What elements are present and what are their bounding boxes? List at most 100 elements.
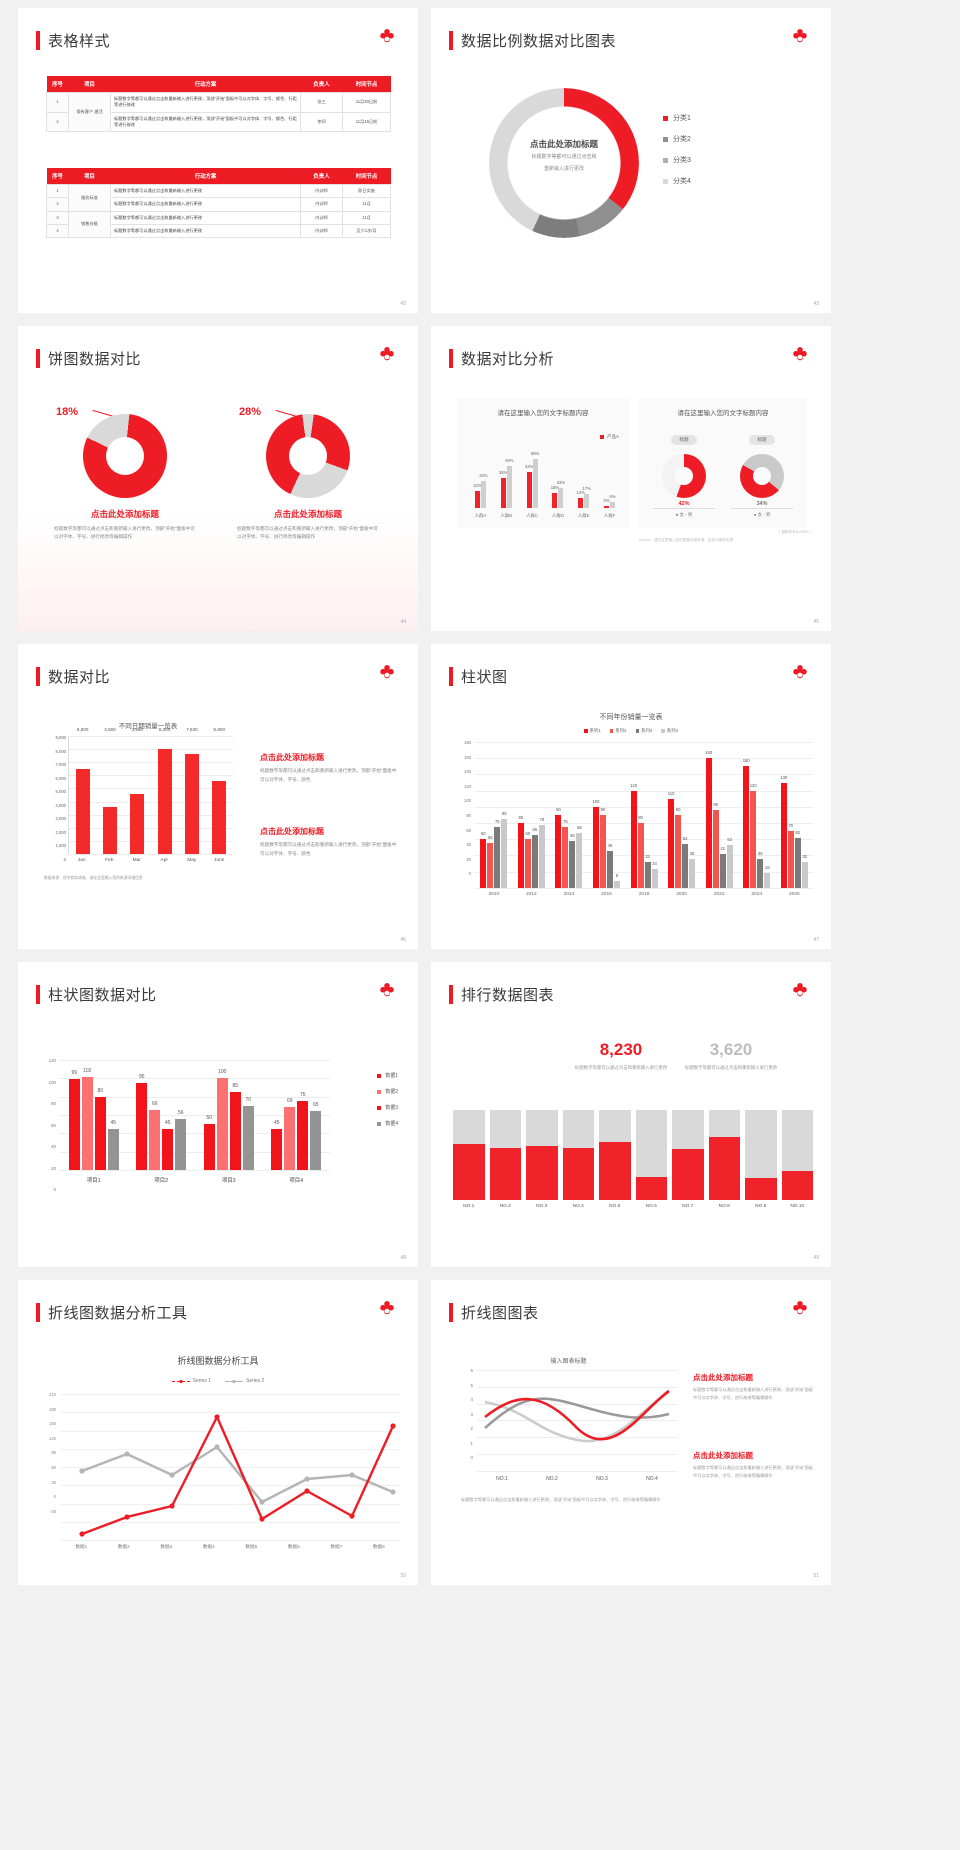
table-row[interactable]: 3 销售技能 标题数字等都可以通过点击和重新输入进行更改 内训师 11月 <box>46 210 391 239</box>
bar-group[interactable]: 120 80 32 24 <box>625 742 663 888</box>
slide-data-compare[interactable]: 数据对比 不同日期销量一览表 9,000 8,000 7,000 6,000 5… <box>18 644 418 949</box>
rank-column[interactable] <box>599 1110 631 1200</box>
slide-line-analysis-tool[interactable]: 折线图数据分析工具 折线图数据分析工具 Series 1 Series 2 21… <box>18 1280 418 1585</box>
rank-column[interactable] <box>781 1110 813 1200</box>
rank-column[interactable] <box>708 1110 740 1200</box>
legend-item[interactable]: 系列4 <box>661 728 678 734</box>
text-block-1[interactable]: 点击此处添加标题 标题数字等都可以通过点击和重新输入进行更改，顶部“开始”面板中… <box>260 752 400 784</box>
bar-group[interactable]: 12% 17% <box>572 436 595 508</box>
bar-group[interactable]: 130 70 62 32 <box>776 742 814 888</box>
legend-item[interactable]: 数据3 <box>377 1104 398 1111</box>
action-table-2[interactable]: 序号 项目 行动方案 负责人 时间节点 1 服务标准 标题数字等都可以通过点击和… <box>46 168 391 239</box>
slide-line-chart[interactable]: 折线图图表 输入图表标题 6 5 4 3 2 1 0 NO.1 NO.2 NO.… <box>431 1280 831 1585</box>
mini-donut-1[interactable] <box>662 454 706 498</box>
y-axis-51: 6 5 4 3 2 1 0 <box>457 1368 473 1470</box>
rank-column[interactable] <box>453 1110 485 1200</box>
slide-ranking-chart[interactable]: 排行数据图表 8,230 标题数字等都可以通过点击和重新输入进行更改 3,620… <box>431 962 831 1267</box>
pie-ring-left[interactable] <box>83 414 167 498</box>
legend-item[interactable]: 系列2 <box>609 728 627 734</box>
rank-column[interactable] <box>526 1110 558 1200</box>
slide-column-compare[interactable]: 柱状图数据对比 120 100 80 60 40 20 0 99 102 80 45 … <box>18 962 418 1267</box>
mini-chart-2[interactable]: 标题 34% <box>731 428 793 507</box>
pie-ring-right[interactable] <box>266 414 350 498</box>
mini-donut-2[interactable] <box>740 454 784 498</box>
bar-group[interactable]: 95 66 45 56 <box>128 1060 196 1170</box>
bar-chart-48[interactable]: 99 102 80 45 95 66 45 56 50 100 85 70 45 69 75 65 <box>60 1060 330 1170</box>
cell-time: 即日实施 <box>342 183 391 199</box>
bar-a: 2% <box>604 498 610 508</box>
rank-column[interactable] <box>745 1110 777 1200</box>
bar-value: 70 <box>788 823 794 829</box>
legend-item[interactable]: 系列1 <box>584 728 601 734</box>
slide-column-chart[interactable]: 柱状图 不同年份销量一览表 系列1 系列2 系列3 系列4 180 160 14… <box>431 644 831 949</box>
action-table-1[interactable]: 序号 项目 行动方案 负责人 时间节点 1 保有客户 激活 标题数字等都可以通过… <box>46 76 391 133</box>
stat-block-1[interactable]: 8,230 标题数字等都可以通过点击和重新输入进行更改 <box>571 1040 671 1072</box>
donut-chart[interactable] <box>489 88 639 238</box>
bar-group[interactable]: 2% 6% <box>598 436 621 508</box>
rank-column[interactable] <box>562 1110 594 1200</box>
bar-group[interactable]: 36% 49% <box>495 436 518 508</box>
slide-donut-proportion[interactable]: 数据比例数据对比图表 点击此处添加标题 标题数字等都可以通过点击和 重新输入进行… <box>431 8 831 313</box>
table-row[interactable]: 1 保有客户 激活 标题数字等都可以通过点击和重新输入进行更改，顶部“开始”面板… <box>46 91 391 133</box>
bar-item[interactable]: 7,630 <box>178 727 205 854</box>
bar-group[interactable]: 42% 56% <box>521 436 544 508</box>
analysis-card-left[interactable]: 请在这里输入您的文字标题内容 产品A 22% 33% 36% 49% 42% 56% … <box>457 398 629 528</box>
analysis-card-right[interactable]: 请在这里输入您的文字标题内容 标题 42% 标题 34% ● 女 - 男 ● 女… <box>639 398 807 528</box>
bar-chart-47[interactable]: 60 55 75 85 80 60 65 78 90 75 58 68 100 90 46 9 120 8… <box>475 742 813 888</box>
bar-item[interactable]: 8,000 <box>151 727 178 854</box>
bar-group[interactable]: 50 100 85 70 <box>195 1060 263 1170</box>
bar-a: 36% <box>499 470 507 508</box>
text-block-2[interactable]: 点击此处添加标题 标题数字等都可以通过点击和重新输入进行更改，顶部“开始”面板中… <box>693 1450 815 1480</box>
slide-pie-compare[interactable]: 饼图数据对比 18% 点击此处添加标题 标题数字等都可以通过点击和重新输入进行更… <box>18 326 418 631</box>
legend-item[interactable]: 分类1 <box>663 113 691 123</box>
y-tick: 180 <box>49 1406 56 1412</box>
line-chart-50[interactable] <box>60 1394 400 1540</box>
x-tick: May <box>187 858 197 863</box>
stat-block-2[interactable]: 3,620 标题数字等都可以通过点击和重新输入进行更改 <box>681 1040 781 1072</box>
legend-item[interactable]: Series 1 <box>171 1378 211 1384</box>
bar-group[interactable]: 99 102 80 45 <box>60 1060 128 1170</box>
mini-chart-1[interactable]: 标题 42% <box>653 428 715 507</box>
bar-group[interactable]: 80 60 65 78 <box>513 742 551 888</box>
pie-block-left[interactable]: 18% 点击此处添加标题 标题数字等都可以通过点击和重新输入进行更改，顶部“开始… <box>40 406 210 542</box>
slide-grid: 表格样式 序号 项目 行动方案 负责人 时间节点 1 保有客户 激活 标题数字等… <box>18 8 831 1585</box>
legend-item[interactable]: 系列3 <box>635 728 652 734</box>
line-chart-51[interactable] <box>477 1370 677 1471</box>
bar-item[interactable]: 5,600 <box>206 727 233 854</box>
bar-group[interactable]: 18% 23% <box>546 436 569 508</box>
bar-item[interactable]: 4,560 <box>124 727 151 854</box>
text-block-2[interactable]: 点击此处添加标题 标题数字等都可以通过点击和重新输入进行更改，顶部“开始”面板中… <box>260 826 400 858</box>
rank-column[interactable] <box>489 1110 521 1200</box>
bar-group[interactable]: 150 120 36 18 <box>738 742 776 888</box>
rank-column[interactable] <box>672 1110 704 1200</box>
pie-block-right[interactable]: 28% 点击此处添加标题 标题数字等都可以通过点击和重新输入进行更改，顶部“开始… <box>223 406 393 542</box>
bar-group[interactable]: 22% 33% <box>469 436 492 508</box>
bar-group[interactable]: 45 69 75 65 <box>263 1060 331 1170</box>
legend-item[interactable]: 分类4 <box>663 176 691 186</box>
table-row[interactable]: 4 标题数字等都可以通过点击和重新输入进行更改 内训师 至少1次/月 <box>46 223 391 239</box>
bar-group[interactable]: 100 90 46 9 <box>588 742 626 888</box>
legend-item[interactable]: 分类2 <box>663 134 691 144</box>
table-row[interactable]: 1 服务标准 标题数字等都可以通过点击和重新输入进行更改 内训师 即日实施 <box>46 183 391 212</box>
bar-group[interactable]: 60 55 75 85 <box>475 742 513 888</box>
rank-column[interactable] <box>635 1110 667 1200</box>
bar-group[interactable]: 160 96 42 53 <box>700 742 738 888</box>
legend-item[interactable]: 分类3 <box>663 155 691 165</box>
bar-chart-left[interactable]: 22% 33% 36% 49% 42% 56% 18% 23% 12% 17% 2% 6% <box>469 436 621 508</box>
bar-item[interactable]: 3,600 <box>96 727 123 854</box>
bar-item[interactable]: 6,500 <box>69 727 96 854</box>
legend-item[interactable]: Series 2 <box>225 1378 264 1384</box>
ranking-bars[interactable] <box>453 1110 813 1200</box>
bar-group[interactable]: 110 90 54 36 <box>663 742 701 888</box>
bar-chart-46[interactable]: 6,500 3,600 4,560 8,000 7,630 5,600 <box>68 727 233 854</box>
legend-item[interactable]: 数据1 <box>377 1072 398 1079</box>
slide-data-compare-analysis[interactable]: 数据对比分析 请在这里输入您的文字标题内容 产品A 22% 33% 36% 49% … <box>431 326 831 631</box>
slide-table-styles[interactable]: 表格样式 序号 项目 行动方案 负责人 时间节点 1 保有客户 激活 标题数字等… <box>18 8 418 313</box>
text-block-1[interactable]: 点击此处添加标题 标题数字等都可以通过点击和重新输入进行更改，顶部“开始”面板中… <box>693 1372 815 1402</box>
bar-value: 32 <box>802 854 808 860</box>
legend-item[interactable]: 数据2 <box>377 1088 398 1095</box>
bar-value: 75 <box>563 819 568 825</box>
table-row[interactable]: 2 标题数字等都可以通过点击和重新输入进行更改，顶部“开始”面板中可以对字体、字… <box>46 111 391 133</box>
bar-group[interactable]: 90 75 58 68 <box>550 742 588 888</box>
legend-item[interactable]: 数据4 <box>377 1120 398 1127</box>
